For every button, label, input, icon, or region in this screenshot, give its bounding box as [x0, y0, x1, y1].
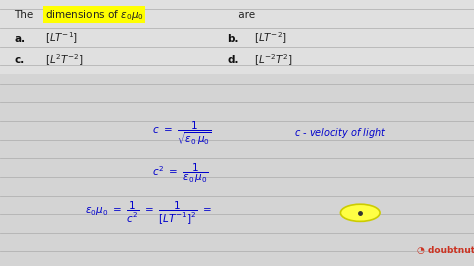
Text: $[L^2T^{-2}]$: $[L^2T^{-2}]$: [45, 52, 84, 68]
Text: $[L^{-2}T^{2}]$: $[L^{-2}T^{2}]$: [254, 52, 292, 68]
Text: are: are: [235, 10, 255, 20]
Text: $[LT^{-2}]$: $[LT^{-2}]$: [254, 31, 287, 46]
Text: The: The: [14, 10, 36, 20]
Text: b.: b.: [228, 34, 239, 44]
FancyBboxPatch shape: [0, 0, 474, 74]
Text: $c^2\ =\ \dfrac{1}{\varepsilon_0\,\mu_0}$: $c^2\ =\ \dfrac{1}{\varepsilon_0\,\mu_0}…: [152, 161, 208, 185]
Ellipse shape: [340, 204, 380, 221]
Text: $[LT^{-1}]$: $[LT^{-1}]$: [45, 31, 78, 46]
Text: $c$ - velocity of light: $c$ - velocity of light: [294, 126, 387, 140]
Text: a.: a.: [14, 34, 25, 44]
Text: $c\ =\ \dfrac{1}{\sqrt{\varepsilon_0\,\mu_0}}$: $c\ =\ \dfrac{1}{\sqrt{\varepsilon_0\,\m…: [152, 119, 212, 147]
Text: $\varepsilon_0\mu_0\ =\ \dfrac{1}{c^2}\ =\ \dfrac{1}{[LT^{-1}]^2}\ =$: $\varepsilon_0\mu_0\ =\ \dfrac{1}{c^2}\ …: [85, 199, 212, 226]
Text: c.: c.: [14, 55, 25, 65]
Text: d.: d.: [228, 55, 239, 65]
Text: dimensions of $\varepsilon_0\mu_0$: dimensions of $\varepsilon_0\mu_0$: [45, 8, 144, 22]
Text: ◔ doubtnut: ◔ doubtnut: [417, 246, 474, 255]
FancyBboxPatch shape: [0, 74, 474, 266]
